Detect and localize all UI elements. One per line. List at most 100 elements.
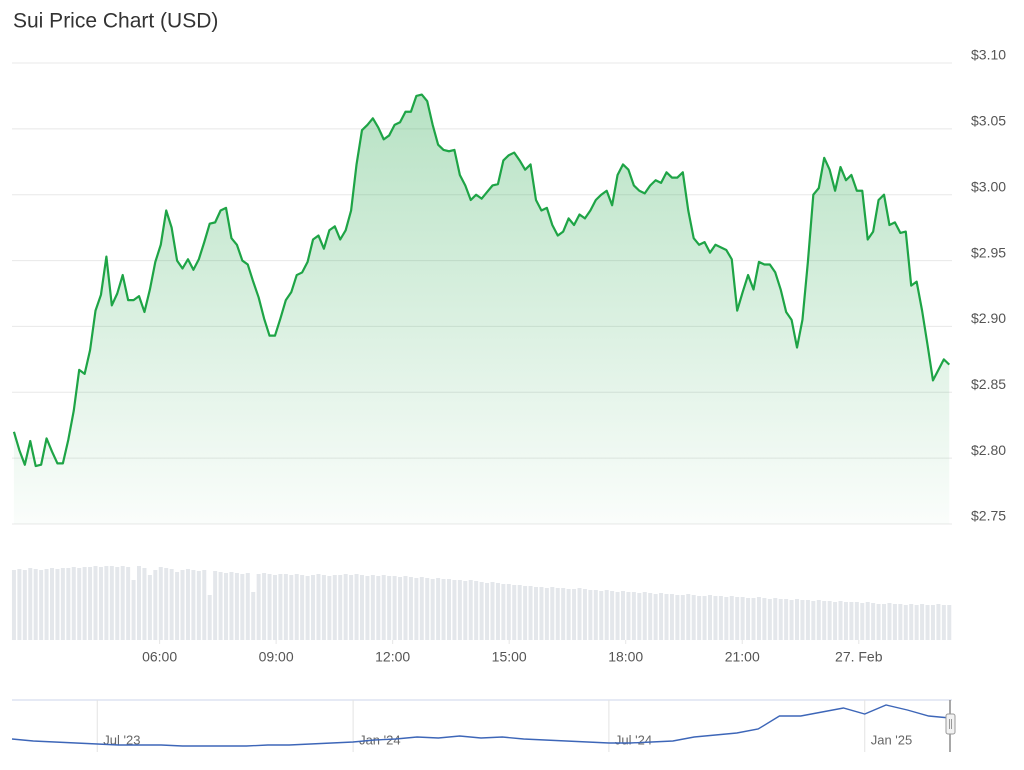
- volume-bar: [572, 589, 577, 640]
- volume-bar: [762, 598, 767, 640]
- volume-bar: [463, 581, 468, 640]
- volume-bar: [501, 584, 506, 640]
- volume-bar: [882, 604, 887, 640]
- volume-bar: [930, 605, 935, 640]
- y-tick-label: $3.10: [971, 47, 1006, 63]
- volume-bar: [528, 586, 533, 640]
- volume-bar: [653, 594, 658, 640]
- volume-bar: [941, 605, 946, 640]
- volume-bar: [115, 567, 120, 640]
- volume-bar: [321, 575, 326, 640]
- navigator-label: Jan '25: [871, 732, 913, 747]
- x-tick-label: 06:00: [142, 649, 177, 665]
- volume-bar: [300, 575, 305, 640]
- volume-bar: [648, 593, 653, 640]
- volume-bar: [789, 600, 794, 640]
- volume-bar: [833, 602, 838, 640]
- volume-bar: [778, 599, 783, 640]
- volume-bar: [675, 595, 680, 640]
- volume-bar: [425, 578, 430, 640]
- volume-bar: [914, 605, 919, 640]
- volume-bar: [55, 569, 60, 640]
- volume-bar: [137, 566, 142, 640]
- volume-bar: [408, 577, 413, 640]
- volume-bar: [713, 596, 718, 640]
- volume-bar: [153, 570, 158, 640]
- chart-title: Sui Price Chart (USD): [13, 10, 218, 33]
- y-tick-label: $2.85: [971, 376, 1006, 392]
- volume-bar: [398, 577, 403, 640]
- volume-bar: [691, 595, 696, 640]
- volume-bar: [294, 574, 299, 640]
- volume-bar: [909, 604, 914, 640]
- volume-bar: [925, 605, 930, 640]
- volume-bar: [60, 568, 65, 640]
- volume-bar: [669, 594, 674, 640]
- volume-bar: [637, 593, 642, 640]
- volume-bar: [729, 596, 734, 640]
- volume-bar: [147, 575, 152, 640]
- volume-bar: [343, 574, 348, 640]
- volume-bar: [359, 575, 364, 640]
- volume-bar: [224, 573, 229, 640]
- volume-bar: [457, 580, 462, 640]
- volume-bar: [642, 592, 647, 640]
- volume-bar: [593, 590, 598, 640]
- volume-bar: [392, 576, 397, 640]
- volume-bar: [550, 587, 555, 640]
- volume-bar: [506, 584, 511, 640]
- volume-bar: [104, 566, 109, 640]
- volume-bar: [120, 566, 125, 640]
- navigator-handle[interactable]: [945, 713, 956, 735]
- volume-bar: [430, 579, 435, 640]
- volume-bar: [82, 567, 87, 640]
- volume-bar: [811, 601, 816, 640]
- volume-bar: [582, 589, 587, 640]
- volume-bar: [865, 602, 870, 640]
- volume-bar: [414, 578, 419, 640]
- volume-bar: [441, 579, 446, 640]
- volume-bar: [213, 571, 218, 640]
- volume-bar: [158, 567, 163, 640]
- navigator-label: Jul '23: [103, 732, 140, 747]
- volume-bar: [349, 575, 354, 640]
- navigator-label: Jul '24: [615, 732, 652, 747]
- volume-bar: [131, 580, 136, 640]
- volume-bar: [756, 597, 761, 640]
- volume-bar: [365, 576, 370, 640]
- volume-bar: [207, 595, 212, 640]
- volume-bar: [822, 601, 827, 640]
- volume-bar: [936, 604, 941, 640]
- volume-bar: [98, 567, 103, 640]
- volume-bar: [332, 575, 337, 640]
- volume-bar: [746, 598, 751, 640]
- y-tick-label: $2.80: [971, 442, 1006, 458]
- volume-bar: [175, 572, 180, 640]
- volume-bar: [370, 575, 375, 640]
- volume-bar: [626, 592, 631, 640]
- volume-bar: [898, 604, 903, 640]
- volume-bar: [381, 575, 386, 640]
- volume-bar: [185, 569, 190, 640]
- volume-bar: [577, 588, 582, 640]
- volume-bar: [533, 587, 538, 640]
- x-tick-label: 15:00: [492, 649, 527, 665]
- volume-bar: [621, 591, 625, 640]
- volume-bar: [615, 592, 620, 640]
- volume-bar: [947, 605, 952, 640]
- volume-bar: [446, 579, 451, 640]
- volume-bar: [376, 576, 381, 640]
- price-area: [13, 94, 950, 525]
- volume-bar: [539, 587, 544, 640]
- volume-bar: [631, 592, 636, 640]
- volume-bar: [33, 569, 38, 640]
- volume-bar: [561, 588, 566, 640]
- volume-bar: [338, 575, 343, 640]
- volume-bar: [109, 566, 114, 640]
- volume-bar: [544, 588, 549, 640]
- volume-bar: [142, 568, 147, 640]
- volume-bar: [327, 576, 332, 640]
- volume-bar: [702, 596, 707, 640]
- volume-bar: [311, 575, 316, 640]
- volume-bar: [718, 596, 723, 640]
